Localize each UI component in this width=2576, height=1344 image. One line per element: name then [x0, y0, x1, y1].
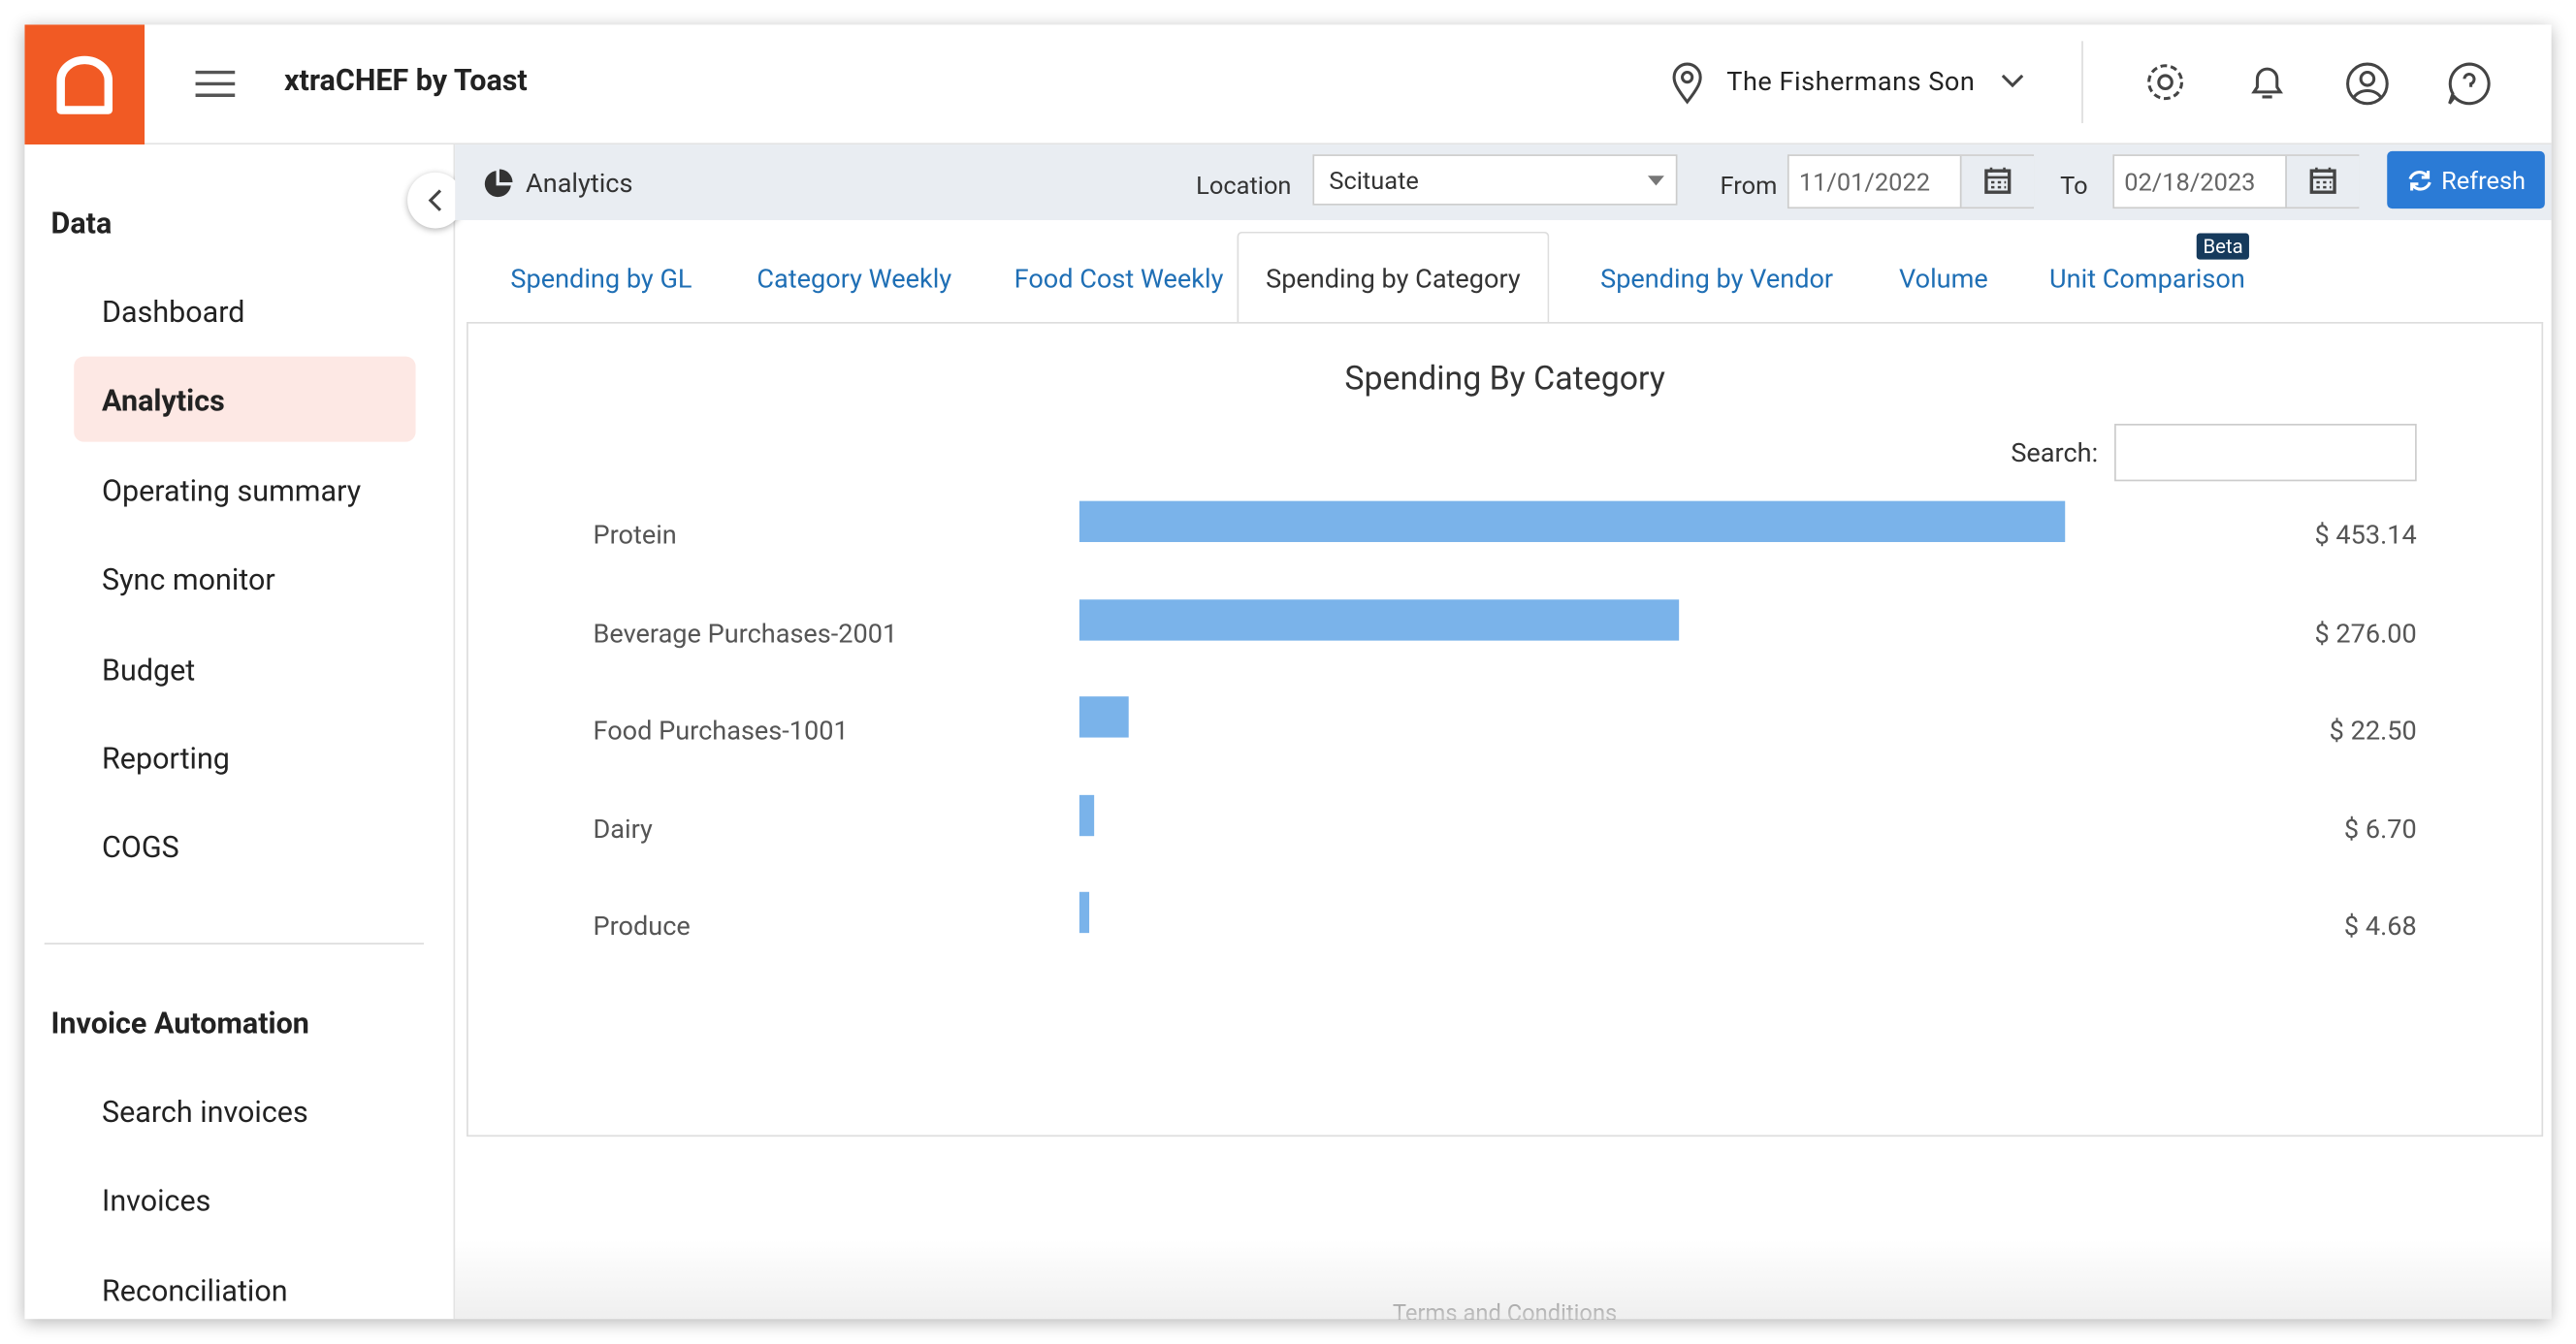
dropdown-arrow	[1647, 176, 1664, 186]
calendar-button[interactable]	[1959, 155, 2035, 208]
logo-icon	[56, 55, 113, 114]
nav-item[interactable]: Operating summary	[102, 474, 362, 509]
from-date-input[interactable]: 11/01/2022	[1787, 154, 2035, 209]
nav-item[interactable]: Search invoices	[102, 1095, 308, 1131]
value-label: $ 4.68	[2343, 911, 2417, 943]
beta-badge: Beta	[2196, 233, 2250, 260]
section-divider	[44, 942, 425, 944]
bar[interactable]	[1079, 500, 2066, 542]
section-title: Data	[50, 207, 113, 242]
divider	[2081, 41, 2083, 124]
category-label: Protein	[593, 519, 677, 551]
sidebar: Data Dashboard Analytics Operating summary S…	[24, 144, 456, 1320]
tab[interactable]: Spending by GL	[510, 263, 692, 295]
search-label: Search:	[2011, 436, 2099, 468]
tab[interactable]: Food Cost Weekly	[1014, 263, 1224, 295]
chevron-down[interactable]	[1999, 71, 2025, 90]
top-bar	[24, 24, 2552, 145]
tab[interactable]: Category Weekly	[757, 263, 952, 295]
category-label: Food Purchases-1001	[593, 715, 849, 747]
location-label: Location	[1196, 171, 1292, 201]
tab[interactable]: Spending by Vendor	[1600, 263, 1834, 295]
search-input[interactable]	[2114, 424, 2417, 482]
value-label: $ 276.00	[2314, 617, 2417, 649]
app-window: xtraCHEF by Toast The Fishermans Son Dat…	[24, 24, 2552, 1320]
value-label: $ 6.70	[2343, 813, 2417, 845]
category-label: Beverage Purchases-2001	[593, 617, 898, 649]
value-label: $ 22.50	[2329, 715, 2417, 747]
tab[interactable]: Unit Comparison	[2049, 263, 2245, 295]
to-label: To	[2060, 171, 2088, 201]
bar[interactable]	[1079, 696, 1129, 738]
chart-panel: Spending By Category Search: Protein $ 45…	[467, 322, 2544, 1137]
app-name: xtraCHEF by Toast	[284, 64, 528, 99]
analytics-icon	[484, 169, 513, 198]
tab[interactable]: Spending by Category	[1266, 263, 1521, 295]
active-highlight	[74, 357, 416, 443]
nav-item[interactable]: Reconciliation	[102, 1273, 288, 1309]
bar[interactable]	[1079, 794, 1094, 836]
account-icon[interactable]	[2344, 61, 2390, 107]
nav-item[interactable]: Analytics	[102, 385, 225, 420]
footer-fade	[455, 1239, 2552, 1320]
nav-item[interactable]: Reporting	[102, 742, 230, 778]
tab-bar: Spending by GL Category Weekly Food Cost W…	[455, 222, 2551, 324]
location-dropdown[interactable]: Scituate	[1312, 154, 1678, 206]
collapse-button[interactable]	[407, 172, 464, 229]
section-title: Invoice Automation	[50, 1007, 309, 1041]
calendar-icon	[2309, 167, 2336, 194]
calendar-button[interactable]	[2285, 155, 2360, 208]
logo[interactable]	[24, 24, 145, 145]
menu-icon[interactable]	[192, 67, 238, 100]
refresh-icon	[2408, 171, 2431, 191]
value-label: $ 453.14	[2314, 519, 2417, 551]
bar[interactable]	[1079, 892, 1090, 934]
from-date: 11/01/2022	[1798, 167, 1931, 198]
refresh-label: Refresh	[2441, 166, 2527, 196]
category-label: Dairy	[593, 813, 653, 845]
refresh-button[interactable]: Refresh	[2387, 150, 2545, 209]
nav-item[interactable]: COGS	[102, 831, 179, 867]
location-value: Scituate	[1329, 166, 1419, 196]
tab[interactable]: Volume	[1898, 263, 1988, 295]
help-icon[interactable]	[2446, 61, 2492, 107]
active-tab	[1237, 231, 1550, 324]
bar[interactable]	[1079, 598, 1680, 640]
to-date: 02/18/2023	[2124, 167, 2256, 198]
location-icon	[1672, 62, 1702, 105]
category-label: Produce	[593, 911, 691, 943]
from-label: From	[1720, 171, 1778, 201]
nav-item[interactable]: Dashboard	[102, 295, 245, 331]
notifications-icon[interactable]	[2246, 61, 2289, 104]
nav-item[interactable]: Budget	[102, 653, 196, 688]
to-date-input[interactable]: 02/18/2023	[2112, 154, 2360, 209]
chart-title: Spending By Category	[1344, 358, 1665, 398]
location-selector[interactable]: The Fishermans Son	[1726, 65, 1976, 97]
chevron-left	[428, 189, 442, 211]
nav-item[interactable]: Invoices	[102, 1184, 211, 1220]
toolbar-title: Analytics	[526, 167, 633, 199]
nav-item[interactable]: Sync monitor	[102, 563, 275, 598]
calendar-icon	[1984, 167, 2012, 194]
settings-icon[interactable]	[2144, 61, 2187, 104]
